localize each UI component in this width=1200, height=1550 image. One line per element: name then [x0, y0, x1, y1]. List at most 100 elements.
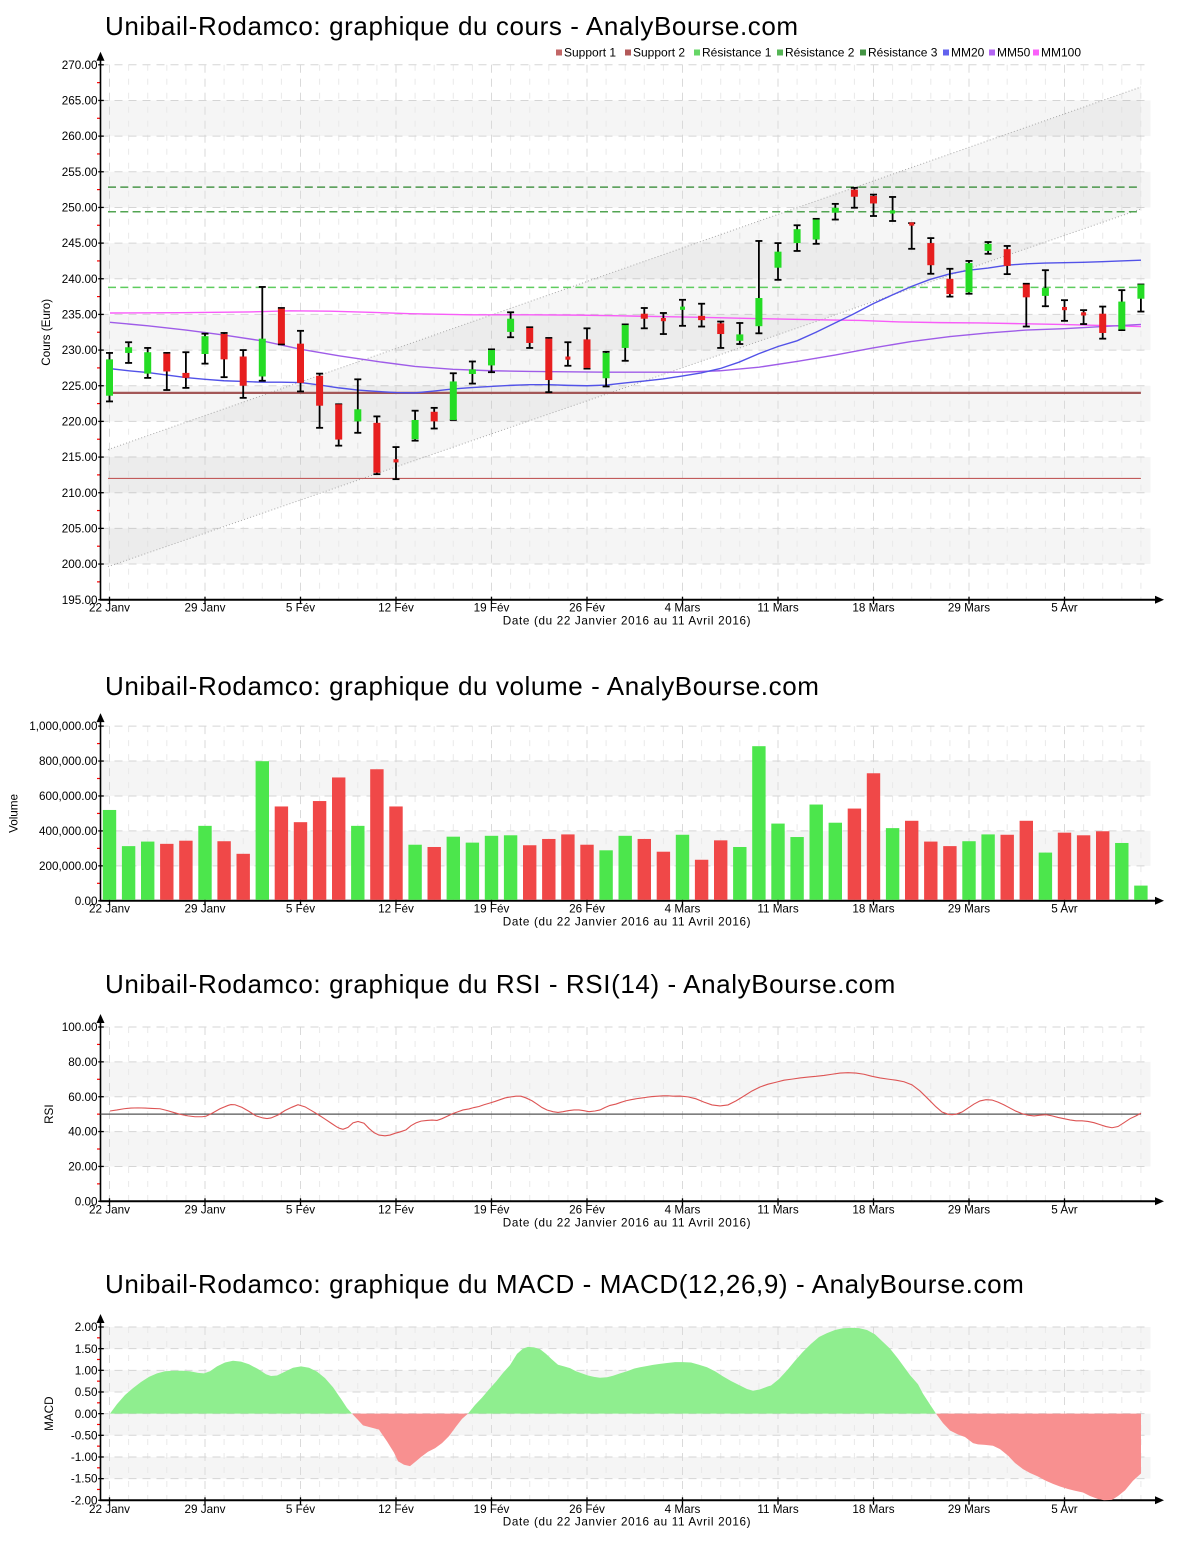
- svg-text:235.00: 235.00: [62, 309, 98, 322]
- svg-text:29 Janv: 29 Janv: [185, 1503, 226, 1516]
- svg-text:240.00: 240.00: [62, 273, 98, 286]
- svg-text:4 Mars: 4 Mars: [665, 1503, 701, 1516]
- svg-text:22 Janv: 22 Janv: [89, 1204, 130, 1217]
- svg-text:29 Mars: 29 Mars: [948, 1204, 990, 1217]
- svg-text:Résistance 3: Résistance 3: [868, 46, 938, 60]
- svg-text:22 Janv: 22 Janv: [89, 903, 130, 916]
- svg-text:26 Fév: 26 Fév: [569, 602, 605, 615]
- svg-text:29 Mars: 29 Mars: [948, 1503, 990, 1516]
- svg-text:600,000.00: 600,000.00: [39, 790, 98, 803]
- svg-text:1,000,000.00: 1,000,000.00: [29, 720, 98, 733]
- svg-text:Cours (Euro): Cours (Euro): [40, 299, 53, 366]
- svg-text:29 Mars: 29 Mars: [948, 602, 990, 615]
- svg-text:29 Janv: 29 Janv: [185, 602, 226, 615]
- svg-text:Date (du 22 Janvier 2016 au 11: Date (du 22 Janvier 2016 au 11 Avril 201…: [503, 615, 751, 628]
- svg-text:11 Mars: 11 Mars: [757, 1503, 799, 1516]
- svg-text:0.00: 0.00: [75, 1408, 98, 1421]
- svg-text:12 Fév: 12 Fév: [378, 1503, 414, 1516]
- svg-text:270.00: 270.00: [62, 59, 98, 72]
- svg-text:26 Fév: 26 Fév: [569, 1204, 605, 1217]
- svg-text:265.00: 265.00: [62, 95, 98, 108]
- svg-text:12 Fév: 12 Fév: [378, 602, 414, 615]
- svg-text:225.00: 225.00: [62, 380, 98, 393]
- svg-text:5 Fév: 5 Fév: [286, 1503, 315, 1516]
- svg-text:18 Mars: 18 Mars: [852, 602, 894, 615]
- svg-text:18 Mars: 18 Mars: [852, 1503, 894, 1516]
- svg-text:11 Mars: 11 Mars: [757, 1204, 799, 1217]
- svg-text:22 Janv: 22 Janv: [89, 602, 130, 615]
- svg-text:12 Fév: 12 Fév: [378, 903, 414, 916]
- svg-text:5 Avr: 5 Avr: [1051, 1204, 1078, 1217]
- svg-text:-0.50: -0.50: [71, 1429, 98, 1442]
- svg-text:Résistance 2: Résistance 2: [785, 46, 855, 60]
- svg-text:20.00: 20.00: [68, 1161, 98, 1174]
- svg-text:-1.00: -1.00: [71, 1451, 98, 1464]
- svg-text:255.00: 255.00: [62, 166, 98, 179]
- svg-text:5 Avr: 5 Avr: [1051, 602, 1078, 615]
- svg-text:22 Janv: 22 Janv: [89, 1503, 130, 1516]
- svg-text:400,000.00: 400,000.00: [39, 825, 98, 838]
- svg-text:1.50: 1.50: [75, 1343, 98, 1356]
- svg-text:0.50: 0.50: [75, 1386, 98, 1399]
- svg-text:5 Fév: 5 Fév: [286, 602, 315, 615]
- svg-text:Support 2: Support 2: [633, 46, 685, 60]
- svg-text:215.00: 215.00: [62, 451, 98, 464]
- svg-text:40.00: 40.00: [68, 1126, 98, 1139]
- svg-text:Unibail-Rodamco: graphique du: Unibail-Rodamco: graphique du RSI - RSI(…: [105, 969, 896, 999]
- svg-text:60.00: 60.00: [68, 1091, 98, 1104]
- svg-text:5 Fév: 5 Fév: [286, 1204, 315, 1217]
- svg-text:Résistance 1: Résistance 1: [702, 46, 772, 60]
- svg-text:29 Mars: 29 Mars: [948, 903, 990, 916]
- svg-text:220.00: 220.00: [62, 416, 98, 429]
- svg-text:19 Fév: 19 Fév: [474, 602, 510, 615]
- svg-text:Unibail-Rodamco: graphique du: Unibail-Rodamco: graphique du MACD - MAC…: [105, 1269, 1024, 1299]
- svg-text:5 Avr: 5 Avr: [1051, 1503, 1078, 1516]
- svg-text:-2.00: -2.00: [71, 1494, 98, 1507]
- svg-text:Date (du 22 Janvier 2016 au 11: Date (du 22 Janvier 2016 au 11 Avril 201…: [503, 1217, 751, 1230]
- svg-text:5 Fév: 5 Fév: [286, 903, 315, 916]
- svg-text:18 Mars: 18 Mars: [852, 1204, 894, 1217]
- svg-text:Support 1: Support 1: [564, 46, 616, 60]
- svg-text:19 Fév: 19 Fév: [474, 1204, 510, 1217]
- svg-text:250.00: 250.00: [62, 202, 98, 215]
- svg-text:11 Mars: 11 Mars: [757, 903, 799, 916]
- svg-text:MM20: MM20: [951, 46, 985, 60]
- svg-text:RSI: RSI: [43, 1104, 56, 1123]
- svg-text:4 Mars: 4 Mars: [665, 1204, 701, 1217]
- svg-text:Volume: Volume: [8, 794, 21, 833]
- svg-text:MM50: MM50: [997, 46, 1031, 60]
- svg-text:18 Mars: 18 Mars: [852, 903, 894, 916]
- svg-text:Date (du 22 Janvier 2016 au 11: Date (du 22 Janvier 2016 au 11 Avril 201…: [503, 916, 751, 929]
- svg-text:12 Fév: 12 Fév: [378, 1204, 414, 1217]
- svg-text:195.00: 195.00: [62, 594, 98, 607]
- svg-text:200,000.00: 200,000.00: [39, 860, 98, 873]
- svg-text:2.00: 2.00: [75, 1321, 98, 1334]
- svg-text:4 Mars: 4 Mars: [665, 602, 701, 615]
- svg-text:230.00: 230.00: [62, 344, 98, 357]
- svg-text:29 Janv: 29 Janv: [185, 1204, 226, 1217]
- svg-text:260.00: 260.00: [62, 130, 98, 143]
- svg-text:Unibail-Rodamco: graphique du: Unibail-Rodamco: graphique du volume - A…: [105, 671, 820, 701]
- svg-text:0.00: 0.00: [75, 895, 98, 908]
- svg-text:100.00: 100.00: [62, 1021, 98, 1034]
- svg-text:205.00: 205.00: [62, 522, 98, 535]
- svg-text:26 Fév: 26 Fév: [569, 1503, 605, 1516]
- svg-text:19 Fév: 19 Fév: [474, 903, 510, 916]
- svg-text:210.00: 210.00: [62, 487, 98, 500]
- svg-text:Date (du 22 Janvier 2016 au 11: Date (du 22 Janvier 2016 au 11 Avril 201…: [503, 1516, 751, 1529]
- svg-text:200.00: 200.00: [62, 558, 98, 571]
- svg-text:MACD: MACD: [43, 1396, 56, 1430]
- svg-text:800,000.00: 800,000.00: [39, 755, 98, 768]
- svg-text:245.00: 245.00: [62, 237, 98, 250]
- svg-text:80.00: 80.00: [68, 1056, 98, 1069]
- svg-text:0.00: 0.00: [75, 1195, 98, 1208]
- svg-text:4 Mars: 4 Mars: [665, 903, 701, 916]
- svg-text:1.00: 1.00: [75, 1364, 98, 1377]
- svg-text:19 Fév: 19 Fév: [474, 1503, 510, 1516]
- svg-text:26 Fév: 26 Fév: [569, 903, 605, 916]
- svg-text:29 Janv: 29 Janv: [185, 903, 226, 916]
- svg-text:11 Mars: 11 Mars: [757, 602, 799, 615]
- svg-text:MM100: MM100: [1041, 46, 1081, 60]
- svg-text:-1.50: -1.50: [71, 1473, 98, 1486]
- svg-text:Unibail-Rodamco: graphique du: Unibail-Rodamco: graphique du cours - An…: [105, 11, 799, 41]
